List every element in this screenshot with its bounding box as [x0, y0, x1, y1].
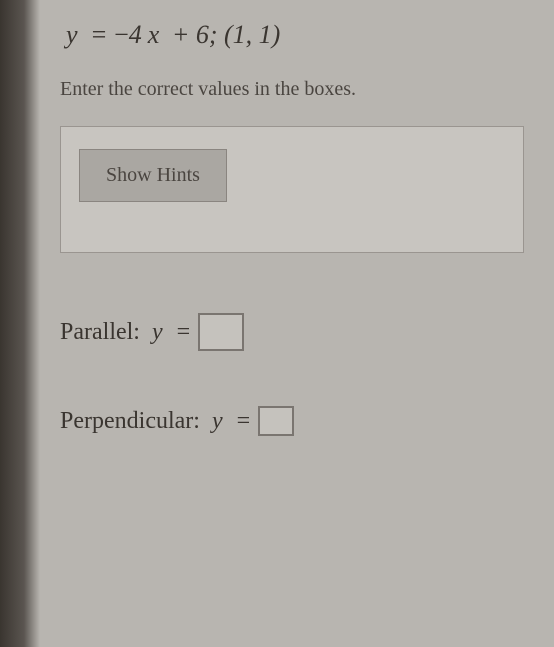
- perpendicular-input[interactable]: [258, 406, 294, 436]
- parallel-variable: y: [152, 319, 163, 346]
- hints-panel: Show Hints: [60, 126, 524, 253]
- problem-content: y = −4x + 6; (1, 1) Enter the correct va…: [0, 0, 554, 511]
- equation-display: y = −4x + 6; (1, 1): [60, 20, 524, 50]
- perpendicular-variable: y: [212, 408, 223, 435]
- page-shadow: [0, 0, 40, 647]
- perpendicular-label: Perpendicular:: [60, 408, 200, 435]
- parallel-label: Parallel:: [60, 319, 140, 346]
- equals-sign: =: [177, 319, 191, 346]
- parallel-answer-row: Parallel: y =: [60, 313, 524, 351]
- show-hints-button[interactable]: Show Hints: [79, 149, 227, 202]
- instruction-text: Enter the correct values in the boxes.: [60, 78, 524, 101]
- equals-sign: =: [237, 408, 251, 435]
- parallel-input[interactable]: [198, 313, 244, 351]
- perpendicular-answer-row: Perpendicular: y =: [60, 406, 524, 436]
